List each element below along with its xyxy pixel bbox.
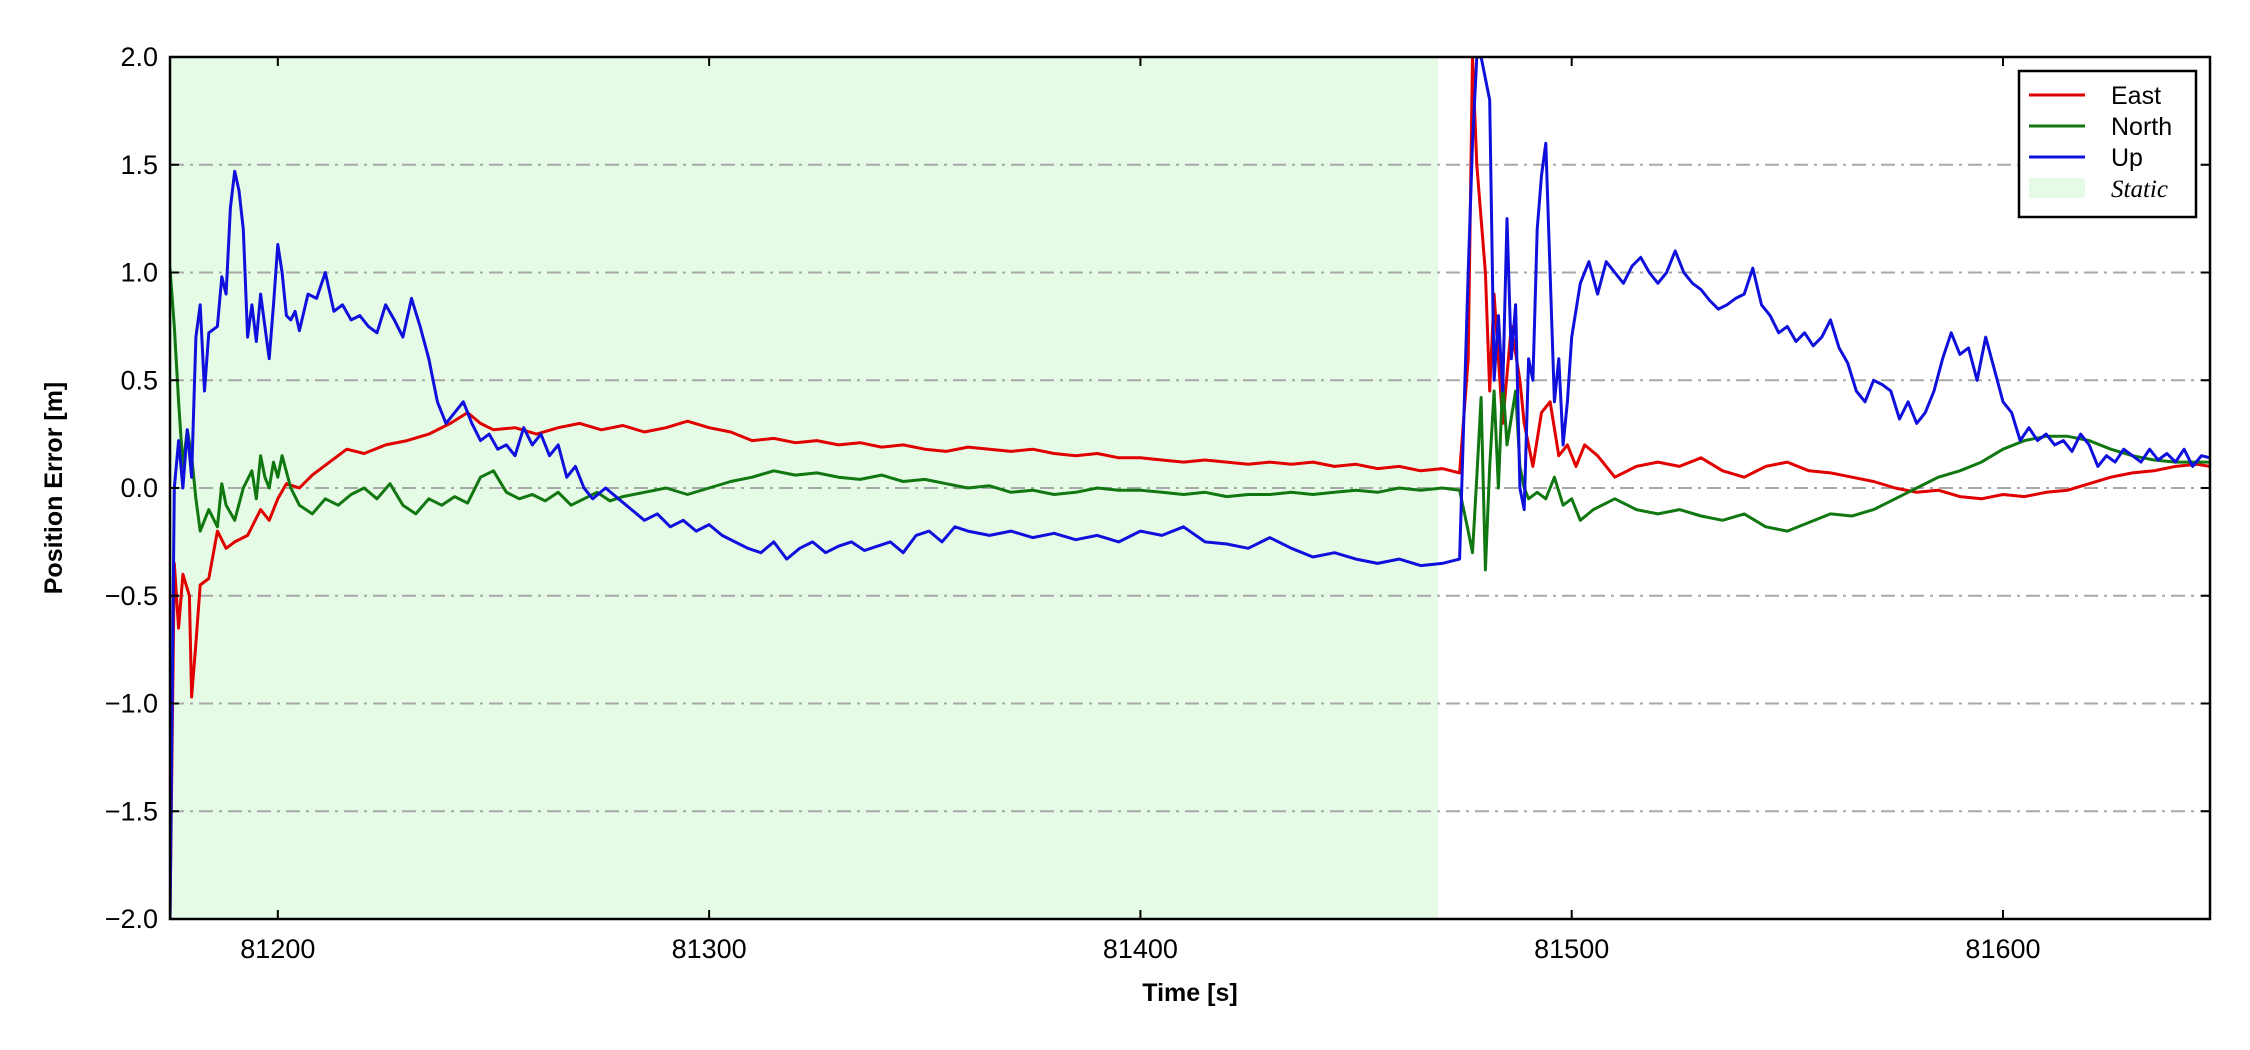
legend-label-east: East (2111, 82, 2161, 110)
y-tick-label: 0.5 (120, 365, 158, 395)
x-tick-label: 81500 (1534, 934, 1609, 964)
y-tick-label: −1.5 (105, 796, 158, 826)
series-line-north (170, 268, 2210, 572)
x-tick-label: 81400 (1103, 934, 1178, 964)
series-line-up (170, 57, 2210, 919)
legend-label-north: North (2111, 113, 2172, 141)
grid-layer (170, 163, 2210, 813)
y-tick-label: −1.0 (105, 689, 158, 719)
x-tick-label: 81600 (1965, 934, 2040, 964)
y-tick-label: −0.5 (105, 581, 158, 611)
y-tick-label: −2.0 (105, 904, 158, 934)
y-axis-label: Position Error [m] (40, 382, 68, 595)
y-tick-label: 1.5 (120, 150, 158, 180)
legend-label-up: Up (2111, 144, 2143, 172)
x-axis-label: Time [s] (1142, 979, 1237, 1007)
x-tick-label: 81200 (240, 934, 315, 964)
y-tick-label: 2.0 (120, 42, 158, 72)
legend-label-static: Static (2111, 176, 2168, 203)
tick-layer: 81200 81300 81400 81500 81600 −2.0 −1.5 −1.0 −0.… (105, 42, 2210, 964)
y-tick-label: 0.0 (120, 473, 158, 503)
legend-swatch-static (2029, 178, 2085, 198)
y-tick-label: 1.0 (120, 258, 158, 288)
series-line-east (170, 57, 2210, 919)
series-layer (170, 57, 2210, 919)
x-tick-label: 81300 (672, 934, 747, 964)
legend: East North Up Static (2017, 69, 2198, 219)
